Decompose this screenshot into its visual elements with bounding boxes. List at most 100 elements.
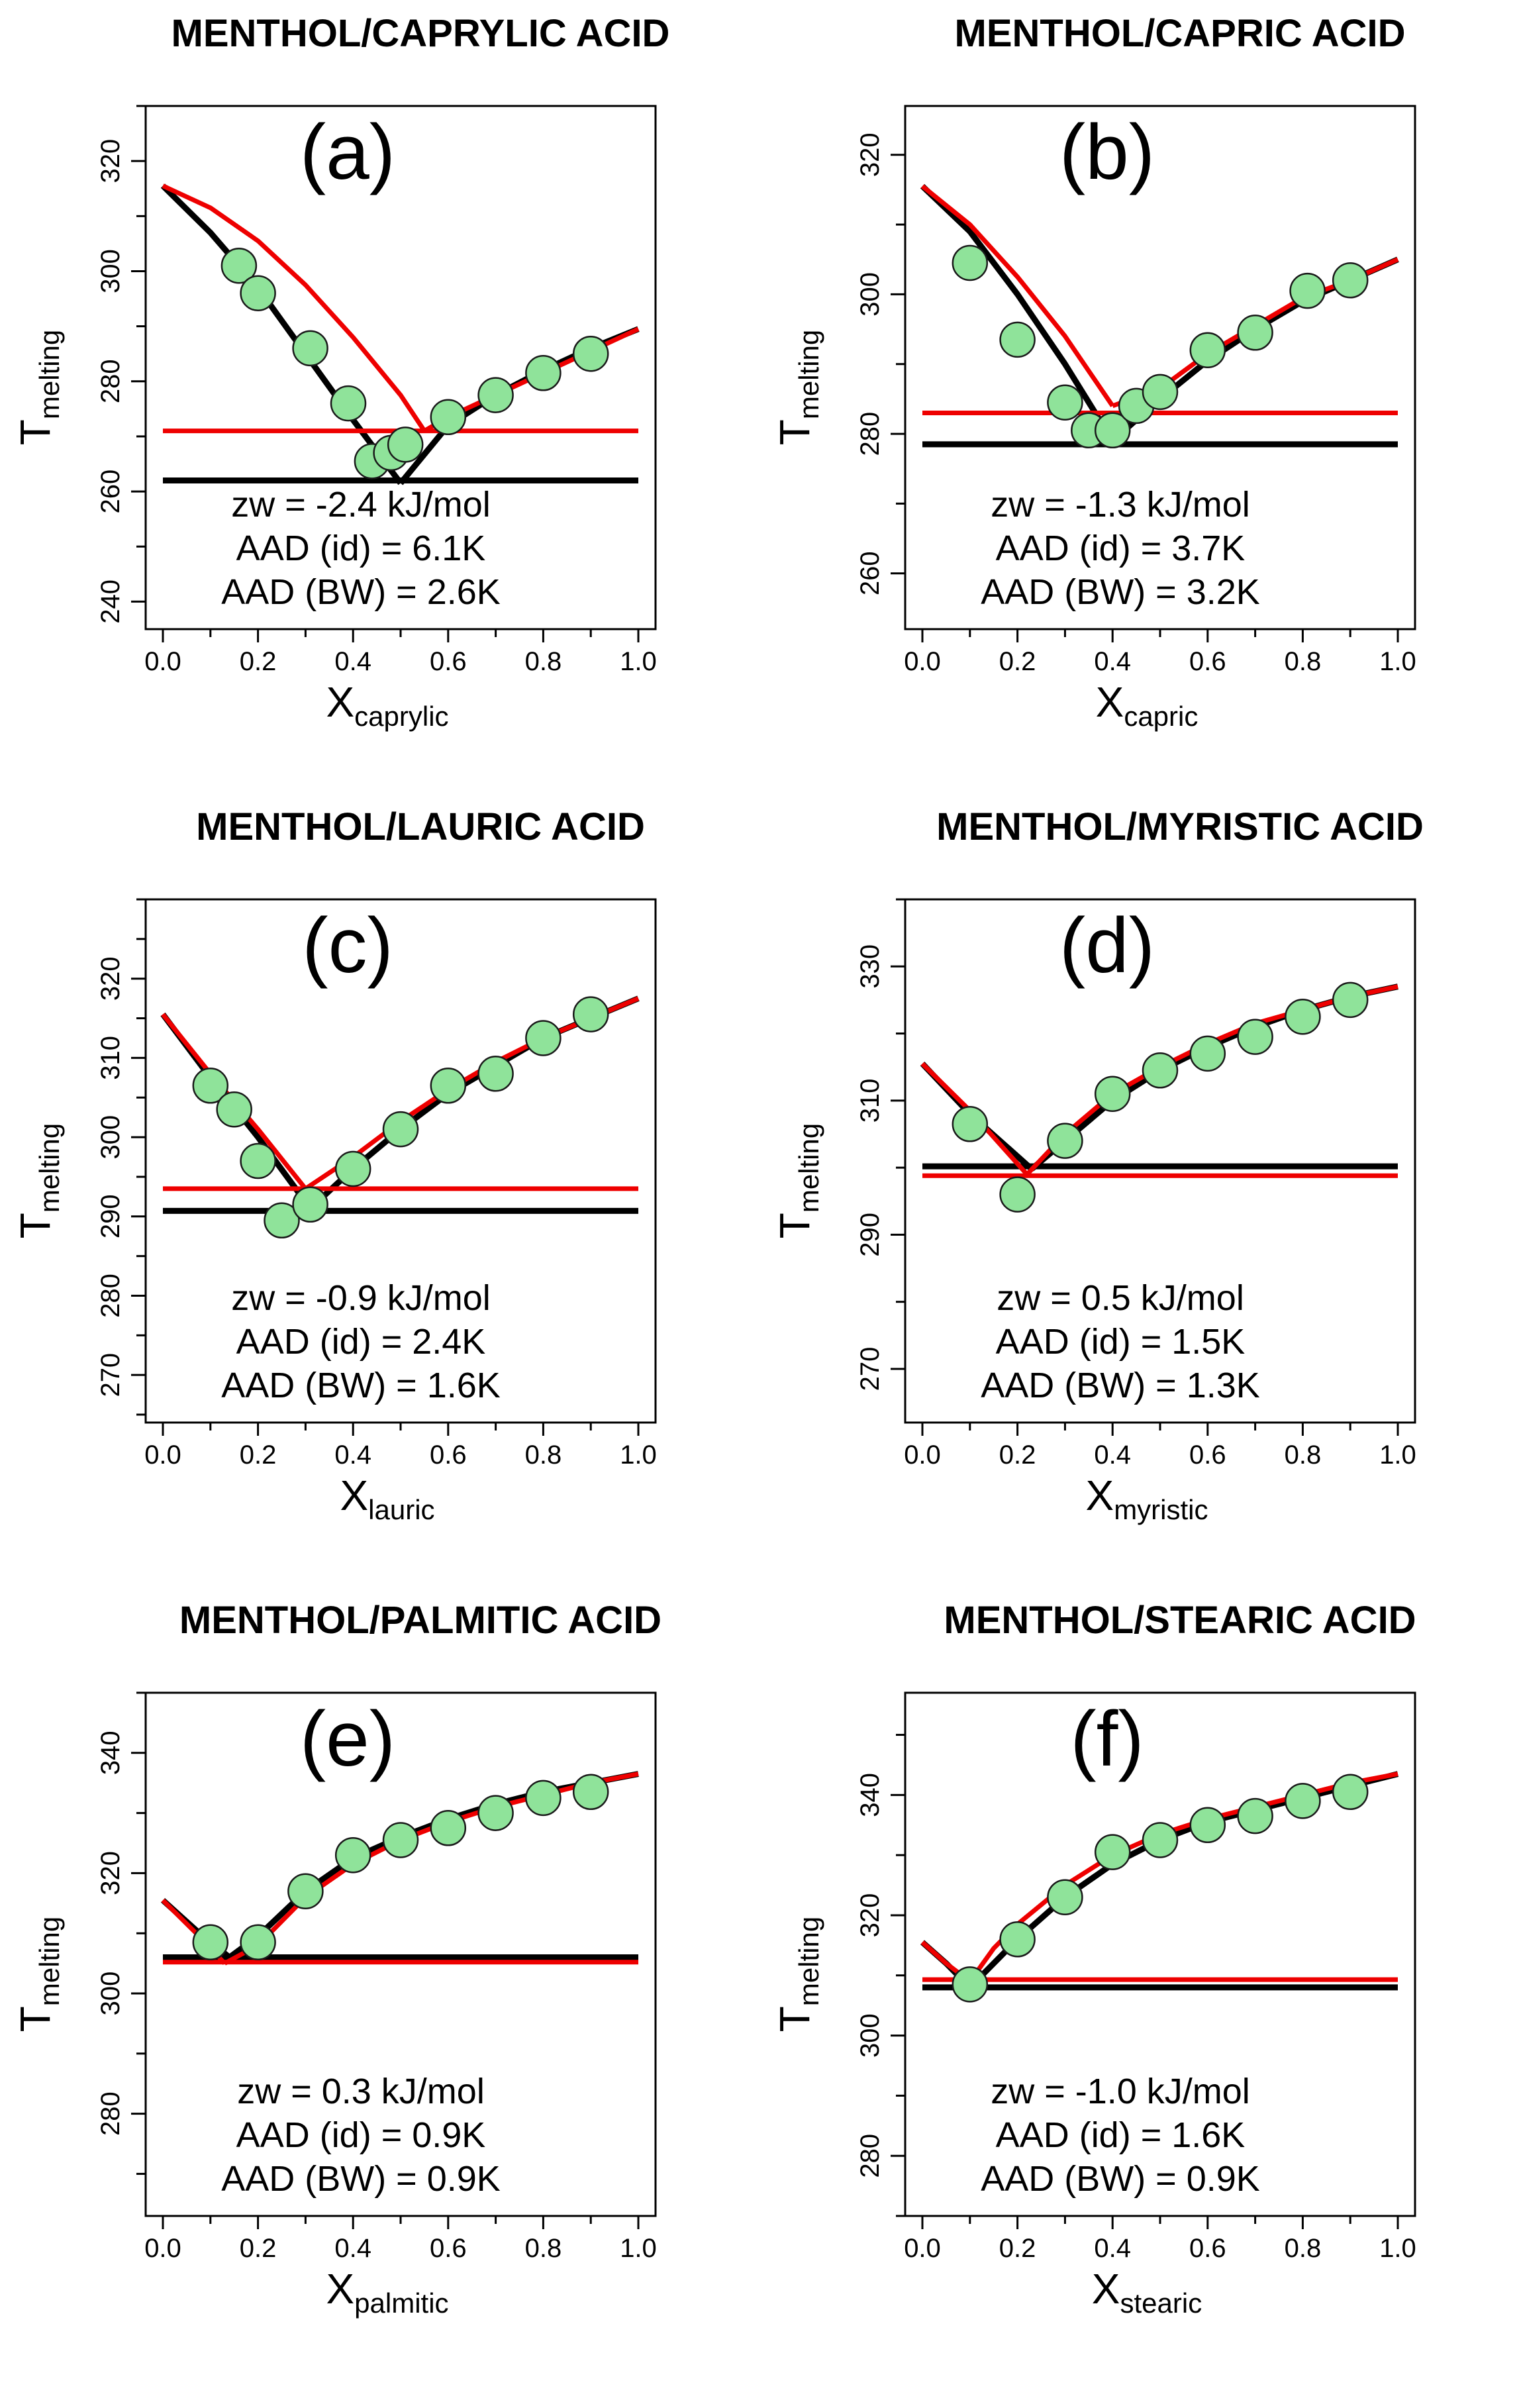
x-tick-label: 0.6 bbox=[430, 2234, 467, 2263]
panel-letter: (d) bbox=[1059, 902, 1155, 989]
y-tick-label: 300 bbox=[856, 272, 885, 317]
stats-annotation: AAD (BW) = 0.9K bbox=[981, 2159, 1260, 2199]
x-tick-label: 0.2 bbox=[999, 647, 1036, 676]
y-tick-label: 300 bbox=[96, 249, 125, 293]
series-line-ideal-liquidus-menthol-side- bbox=[162, 183, 426, 432]
stats-annotation: AAD (BW) = 1.3K bbox=[981, 1366, 1260, 1405]
chart-svg: MENTHOL/CAPRIC ACID 260 280 300 320 0.0 0.2 0.4… bbox=[771, 12, 1416, 732]
chart-panel-a: MENTHOL/CAPRYLIC ACID 240 260 280 300 320 0.0 0… bbox=[0, 0, 760, 821]
data-point bbox=[1332, 981, 1369, 1019]
data-point bbox=[1047, 1123, 1083, 1159]
y-tick-label: 280 bbox=[96, 1274, 125, 1318]
y-tick-label: 340 bbox=[856, 1773, 885, 1817]
y-axis-label: Tmelting bbox=[11, 1123, 65, 1239]
stats-annotation: AAD (id) = 3.7K bbox=[996, 528, 1246, 568]
data-point bbox=[192, 1924, 229, 1961]
data-point bbox=[952, 1106, 989, 1142]
data-point bbox=[192, 1068, 229, 1104]
x-tick-label: 1.0 bbox=[620, 647, 657, 676]
data-point bbox=[1237, 1797, 1273, 1834]
plot-area bbox=[160, 1771, 639, 1966]
x-tick-label: 1.0 bbox=[1379, 2234, 1416, 2263]
x-axis-label: Xpalmitic bbox=[326, 2265, 448, 2319]
x-tick-label: 0.0 bbox=[144, 2234, 181, 2263]
data-point bbox=[477, 1056, 514, 1092]
series-line-bw-liquidus-acid-side- bbox=[967, 1771, 1399, 1990]
chart-title: MENTHOL/CAPRIC ACID bbox=[955, 12, 1406, 55]
y-tick-label: 320 bbox=[96, 956, 125, 1001]
data-point bbox=[430, 399, 467, 436]
y-tick-label: 280 bbox=[96, 2091, 125, 2136]
data-point bbox=[330, 385, 367, 422]
data-point bbox=[525, 1020, 562, 1056]
data-point bbox=[952, 244, 989, 281]
y-tick-label: 320 bbox=[96, 139, 125, 183]
chart-svg: MENTHOL/STEARIC ACID 280 300 320 340 0.0 0.2 0.… bbox=[771, 1599, 1416, 2319]
data-point bbox=[525, 1780, 562, 1817]
x-tick-label: 0.6 bbox=[1189, 2234, 1226, 2263]
x-tick-label: 0.2 bbox=[999, 2234, 1036, 2263]
chart-panel-c: MENTHOL/LAURIC ACID 270 280 290 300 310 320 0.0… bbox=[0, 793, 760, 1615]
stats-annotation: AAD (id) = 1.5K bbox=[996, 1322, 1246, 1362]
chart-panel-e: MENTHOL/PALMITIC ACID 280 300 320 340 0.0 0.2 0… bbox=[0, 1587, 760, 2408]
data-point bbox=[240, 1924, 276, 1961]
data-point bbox=[382, 1111, 419, 1148]
x-tick-label: 0.6 bbox=[1189, 647, 1226, 676]
data-point bbox=[1094, 412, 1131, 449]
data-point bbox=[287, 1873, 324, 1909]
x-tick-label: 0.2 bbox=[999, 1440, 1036, 1470]
y-tick-label: 280 bbox=[856, 2134, 885, 2178]
data-point bbox=[525, 355, 562, 391]
x-tick-label: 0.0 bbox=[904, 1440, 941, 1470]
data-point bbox=[1285, 998, 1321, 1035]
x-tick-label: 0.8 bbox=[525, 2234, 562, 2263]
y-tick-label: 340 bbox=[96, 1731, 125, 1775]
data-point bbox=[1285, 1783, 1321, 1819]
stats-annotation: zw = 0.5 kJ/mol bbox=[997, 1278, 1244, 1318]
data-point bbox=[334, 1836, 371, 1874]
x-tick-label: 1.0 bbox=[1379, 1440, 1416, 1470]
x-tick-label: 0.4 bbox=[334, 647, 371, 676]
x-tick-label: 0.6 bbox=[1189, 1440, 1226, 1470]
chart-title: MENTHOL/STEARIC ACID bbox=[944, 1599, 1416, 1642]
data-point bbox=[430, 1068, 467, 1104]
data-point bbox=[292, 330, 328, 367]
y-axis-label: Tmelting bbox=[771, 1917, 824, 2032]
data-point bbox=[1094, 1834, 1131, 1870]
chart-svg: MENTHOL/LAURIC ACID 270 280 290 300 310 320 0.0… bbox=[11, 805, 657, 1525]
y-tick-label: 320 bbox=[856, 1893, 885, 1938]
data-point bbox=[1332, 1774, 1369, 1811]
chart-title: MENTHOL/MYRISTIC ACID bbox=[936, 805, 1424, 848]
y-tick-label: 300 bbox=[96, 1972, 125, 2016]
data-point bbox=[1142, 1822, 1179, 1858]
x-tick-label: 0.6 bbox=[430, 647, 467, 676]
data-point bbox=[240, 275, 276, 311]
stats-annotation: AAD (BW) = 2.6K bbox=[221, 572, 501, 612]
data-point bbox=[1142, 1052, 1179, 1089]
data-point bbox=[1047, 1879, 1083, 1915]
data-point bbox=[1142, 374, 1179, 411]
data-point bbox=[1332, 262, 1369, 299]
panel-letter: (e) bbox=[300, 1695, 395, 1783]
data-point bbox=[292, 1186, 328, 1223]
stats-annotation: zw = -0.9 kJ/mol bbox=[231, 1278, 491, 1318]
stats-annotation: AAD (id) = 0.9K bbox=[236, 2115, 486, 2155]
x-tick-label: 0.2 bbox=[240, 1440, 277, 1470]
chart-title: MENTHOL/LAURIC ACID bbox=[196, 805, 645, 848]
data-point bbox=[999, 1921, 1036, 1958]
data-point bbox=[240, 1142, 276, 1179]
x-tick-label: 1.0 bbox=[620, 2234, 657, 2263]
stats-annotation: AAD (BW) = 0.9K bbox=[221, 2159, 501, 2199]
plot-area bbox=[920, 1771, 1399, 1991]
data-point bbox=[1189, 332, 1226, 368]
y-tick-label: 280 bbox=[96, 359, 125, 403]
chart-svg: MENTHOL/CAPRYLIC ACID 240 260 280 300 320 0.0 0… bbox=[11, 12, 669, 732]
chart-title: MENTHOL/PALMITIC ACID bbox=[179, 1599, 662, 1642]
x-tick-label: 0.4 bbox=[334, 2234, 371, 2263]
panel-letter: (b) bbox=[1059, 109, 1155, 196]
y-tick-label: 270 bbox=[96, 1353, 125, 1397]
stats-annotation: AAD (id) = 6.1K bbox=[236, 528, 486, 568]
stats-annotation: zw = -2.4 kJ/mol bbox=[231, 485, 491, 525]
x-axis-label: Xcaprylic bbox=[326, 678, 448, 732]
stats-annotation: AAD (id) = 1.6K bbox=[996, 2115, 1246, 2155]
